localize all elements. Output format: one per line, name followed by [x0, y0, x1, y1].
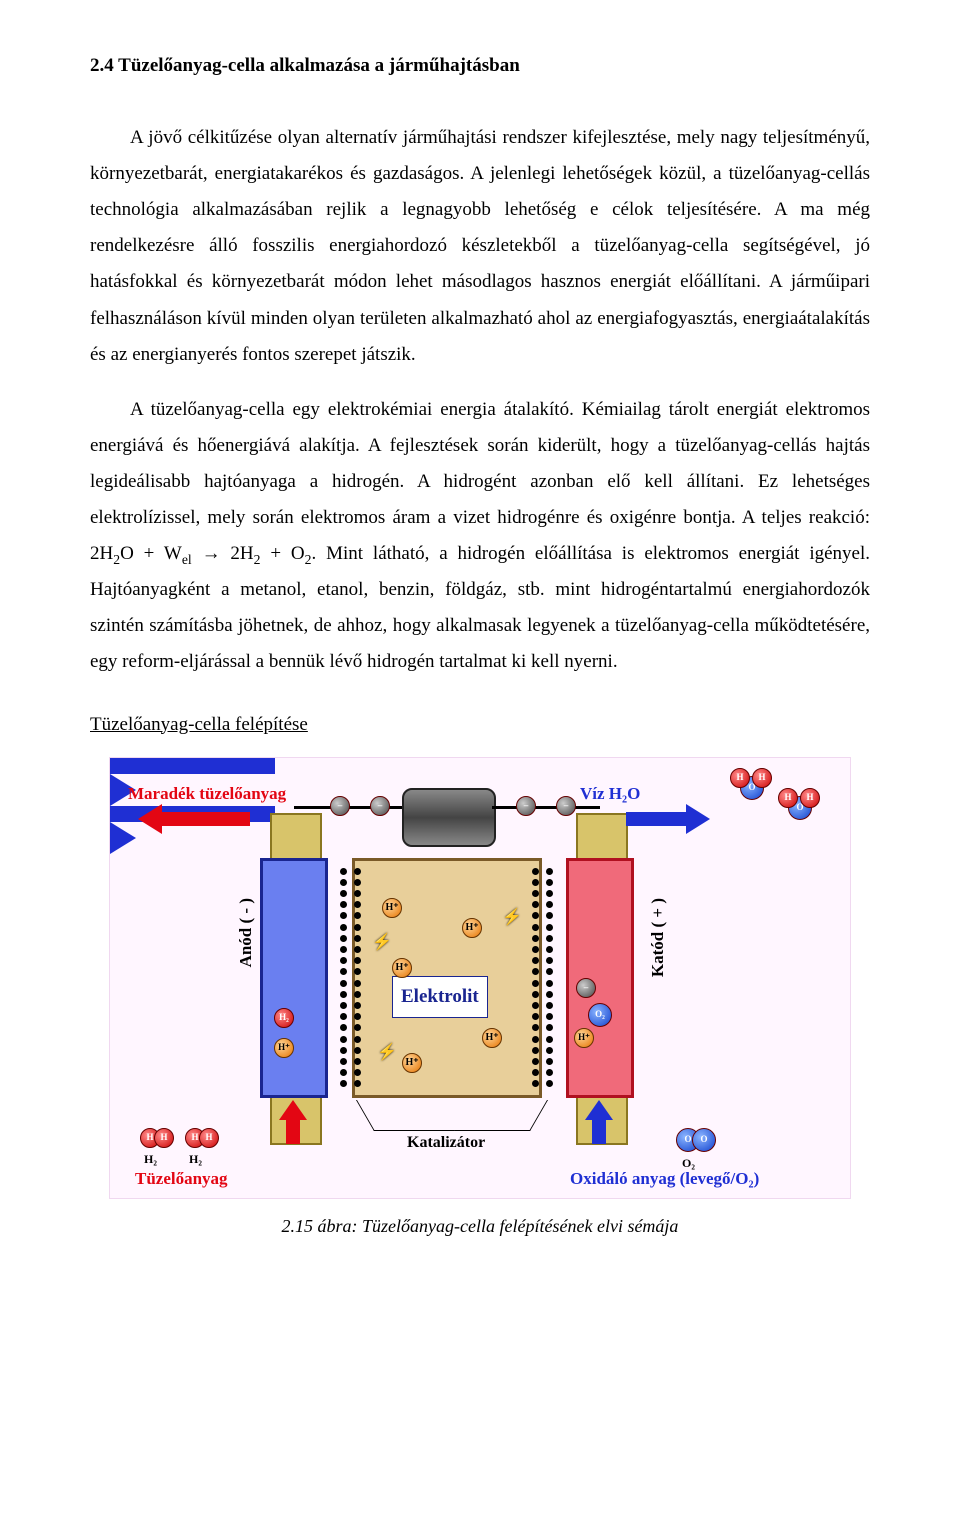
sub-el: el [182, 552, 192, 567]
figure-caption: 2.15 ábra: Tüzelőanyag-cella felépítésén… [90, 1209, 870, 1243]
p2-a: A tüzelőanyag-cella egy elektrokémiai en… [90, 399, 870, 564]
p2-d: + O [261, 543, 305, 564]
sub-2b: 2 [254, 552, 261, 567]
figure-subheading: Tüzelőanyag-cella felépítése [90, 707, 870, 743]
section-heading: 2.4 Tüzelőanyag-cella alkalmazása a járm… [90, 48, 870, 84]
paragraph-1: A jövő célkitűzése olyan alternatív járm… [90, 120, 870, 373]
sub-2c: 2 [305, 552, 312, 567]
p2-b: O + W [120, 543, 182, 564]
paragraph-2: A tüzelőanyag-cella egy elektrokémiai en… [90, 392, 870, 681]
fuel-cell-diagram: ––––Maradék tüzelőanyagVíz H₂OAnód ( - )… [109, 757, 851, 1199]
p2-c: → 2H [192, 543, 254, 564]
